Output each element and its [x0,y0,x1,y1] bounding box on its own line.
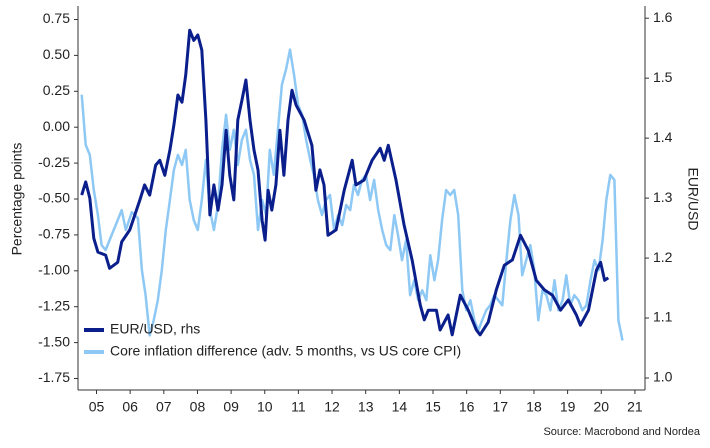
x-tick-label: 06 [122,399,138,415]
x-tick-label: 19 [560,399,576,415]
x-tick-label: 15 [425,399,441,415]
x-tick-label: 12 [324,399,340,415]
y2-tick-label: 1.4 [653,129,673,145]
y2-tick-label: 1.6 [653,9,673,25]
y-tick-label: -0.75 [38,226,70,242]
y2-tick-label: 1.0 [653,369,673,385]
y-tick-label: -1.25 [38,297,70,313]
y-tick-label: 0.75 [43,10,70,26]
x-tick-label: 14 [392,399,408,415]
y-tick-label: -1.50 [38,333,70,349]
y-tick-label: -0.50 [38,190,70,206]
y-axis-label: Percentage points [9,143,25,256]
y-tick-label: 0.25 [43,82,70,98]
x-tick-label: 08 [190,399,206,415]
x-tick-label: 07 [156,399,172,415]
x-tick-label: 18 [526,399,542,415]
x-tick-label: 20 [593,399,609,415]
x-tick-label: 09 [223,399,239,415]
y-tick-label: -0.25 [38,154,70,170]
x-tick-label: 05 [89,399,105,415]
source: Source: Macrobond and Nordea [543,426,700,438]
y-tick-label: -1.75 [38,369,70,385]
legend-label: Core inflation difference (adv. 5 months… [110,343,461,359]
series-line [80,28,610,337]
y2-axis-label: EUR/USD [685,167,701,230]
y2-tick-label: 1.1 [653,309,673,325]
y-tick-label: 0.50 [43,46,70,62]
x-tick-label: 11 [291,399,306,415]
y2-tick-label: 1.3 [653,189,673,205]
y2-tick-label: 1.2 [653,249,673,265]
x-tick-label: 17 [493,399,509,415]
legend-label: EUR/USD, rhs [110,321,200,337]
x-tick-label: 16 [459,399,475,415]
x-tick-label: 21 [627,399,643,415]
series-line [80,48,624,341]
y-tick-label: 0.00 [43,118,70,134]
y2-tick-label: 1.5 [653,69,673,85]
x-tick-label: 10 [257,399,273,415]
x-tick-label: 13 [358,399,374,415]
y-tick-label: -1.00 [38,262,70,278]
